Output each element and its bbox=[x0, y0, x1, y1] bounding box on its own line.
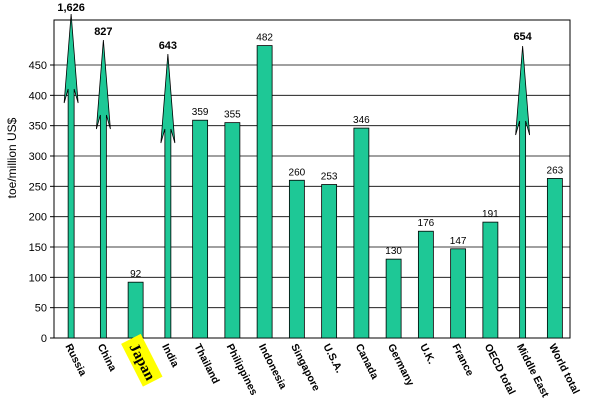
data-label: 827 bbox=[94, 26, 112, 38]
y-tick-label: 250 bbox=[29, 181, 47, 193]
data-label: 1,626 bbox=[57, 2, 85, 14]
category-label: Canada bbox=[353, 342, 381, 381]
data-label: 147 bbox=[450, 236, 467, 247]
bar bbox=[288, 179, 305, 339]
bar bbox=[224, 122, 241, 339]
bar bbox=[192, 119, 209, 339]
bar bbox=[385, 258, 402, 339]
y-axis-label: toe/million US$ bbox=[5, 117, 19, 198]
y-axis-ticks: 0 50 100 150 200 250 300 350 400 450 bbox=[29, 60, 54, 345]
y-tick-label: 400 bbox=[29, 90, 47, 102]
bar-arrow bbox=[63, 13, 79, 339]
data-label: 482 bbox=[256, 33, 273, 44]
category-label: China bbox=[95, 342, 119, 374]
category-label: France bbox=[449, 342, 475, 378]
data-label: 92 bbox=[130, 269, 142, 280]
category-label: U.K. bbox=[417, 342, 437, 366]
data-label: 643 bbox=[159, 40, 177, 52]
category-label: Indonesia bbox=[256, 342, 289, 391]
category-label: World total bbox=[546, 342, 582, 396]
highlighted-category: Japan bbox=[121, 333, 163, 387]
category-label: Germany bbox=[385, 342, 416, 388]
category-label: Middle East bbox=[514, 342, 551, 400]
data-label: 191 bbox=[482, 209, 499, 220]
data-label: 355 bbox=[224, 110, 241, 121]
bar bbox=[127, 281, 144, 339]
bars bbox=[63, 13, 563, 339]
data-label: 253 bbox=[321, 172, 338, 183]
category-label: Russia bbox=[62, 342, 88, 378]
bar-arrow bbox=[515, 45, 531, 339]
category-label: Singapore bbox=[288, 342, 322, 393]
y-tick-label: 50 bbox=[35, 303, 47, 315]
data-label: 346 bbox=[353, 115, 370, 126]
bar bbox=[546, 178, 563, 339]
bar bbox=[321, 184, 338, 339]
data-labels: 1,626 827 92 643 359 355 482 260 253 346 130 176 147… bbox=[57, 2, 563, 280]
y-tick-label: 200 bbox=[29, 212, 47, 224]
y-tick-label: 350 bbox=[29, 121, 47, 133]
category-label: Thailand bbox=[191, 342, 221, 386]
category-label: OECD total bbox=[482, 342, 518, 397]
highlight-box bbox=[121, 333, 163, 387]
category-label: Philippines bbox=[224, 342, 260, 397]
y-tick-label: 100 bbox=[29, 272, 47, 284]
data-label: 263 bbox=[547, 165, 564, 176]
category-labels: Russia China Japan India Thailand Philippines… bbox=[62, 333, 582, 400]
y-tick-label: 450 bbox=[29, 60, 47, 72]
bar bbox=[353, 127, 370, 339]
bar bbox=[482, 221, 499, 339]
bar bbox=[256, 45, 273, 339]
data-label: 176 bbox=[418, 218, 435, 229]
y-tick-label: 300 bbox=[29, 151, 47, 163]
data-label: 359 bbox=[192, 107, 209, 118]
bar-arrow bbox=[95, 39, 111, 339]
bar bbox=[450, 248, 467, 339]
y-tick-label: 150 bbox=[29, 242, 47, 254]
category-label: India bbox=[159, 342, 181, 369]
y-tick-label: 0 bbox=[41, 333, 47, 345]
data-label: 260 bbox=[289, 167, 306, 178]
category-label: U.S.A. bbox=[320, 342, 345, 375]
bar bbox=[417, 230, 434, 339]
data-label: 130 bbox=[385, 246, 402, 257]
gridlines bbox=[54, 64, 570, 309]
plot-area-frame bbox=[53, 19, 571, 339]
bar-arrow bbox=[160, 53, 176, 339]
data-label: 654 bbox=[513, 31, 532, 43]
